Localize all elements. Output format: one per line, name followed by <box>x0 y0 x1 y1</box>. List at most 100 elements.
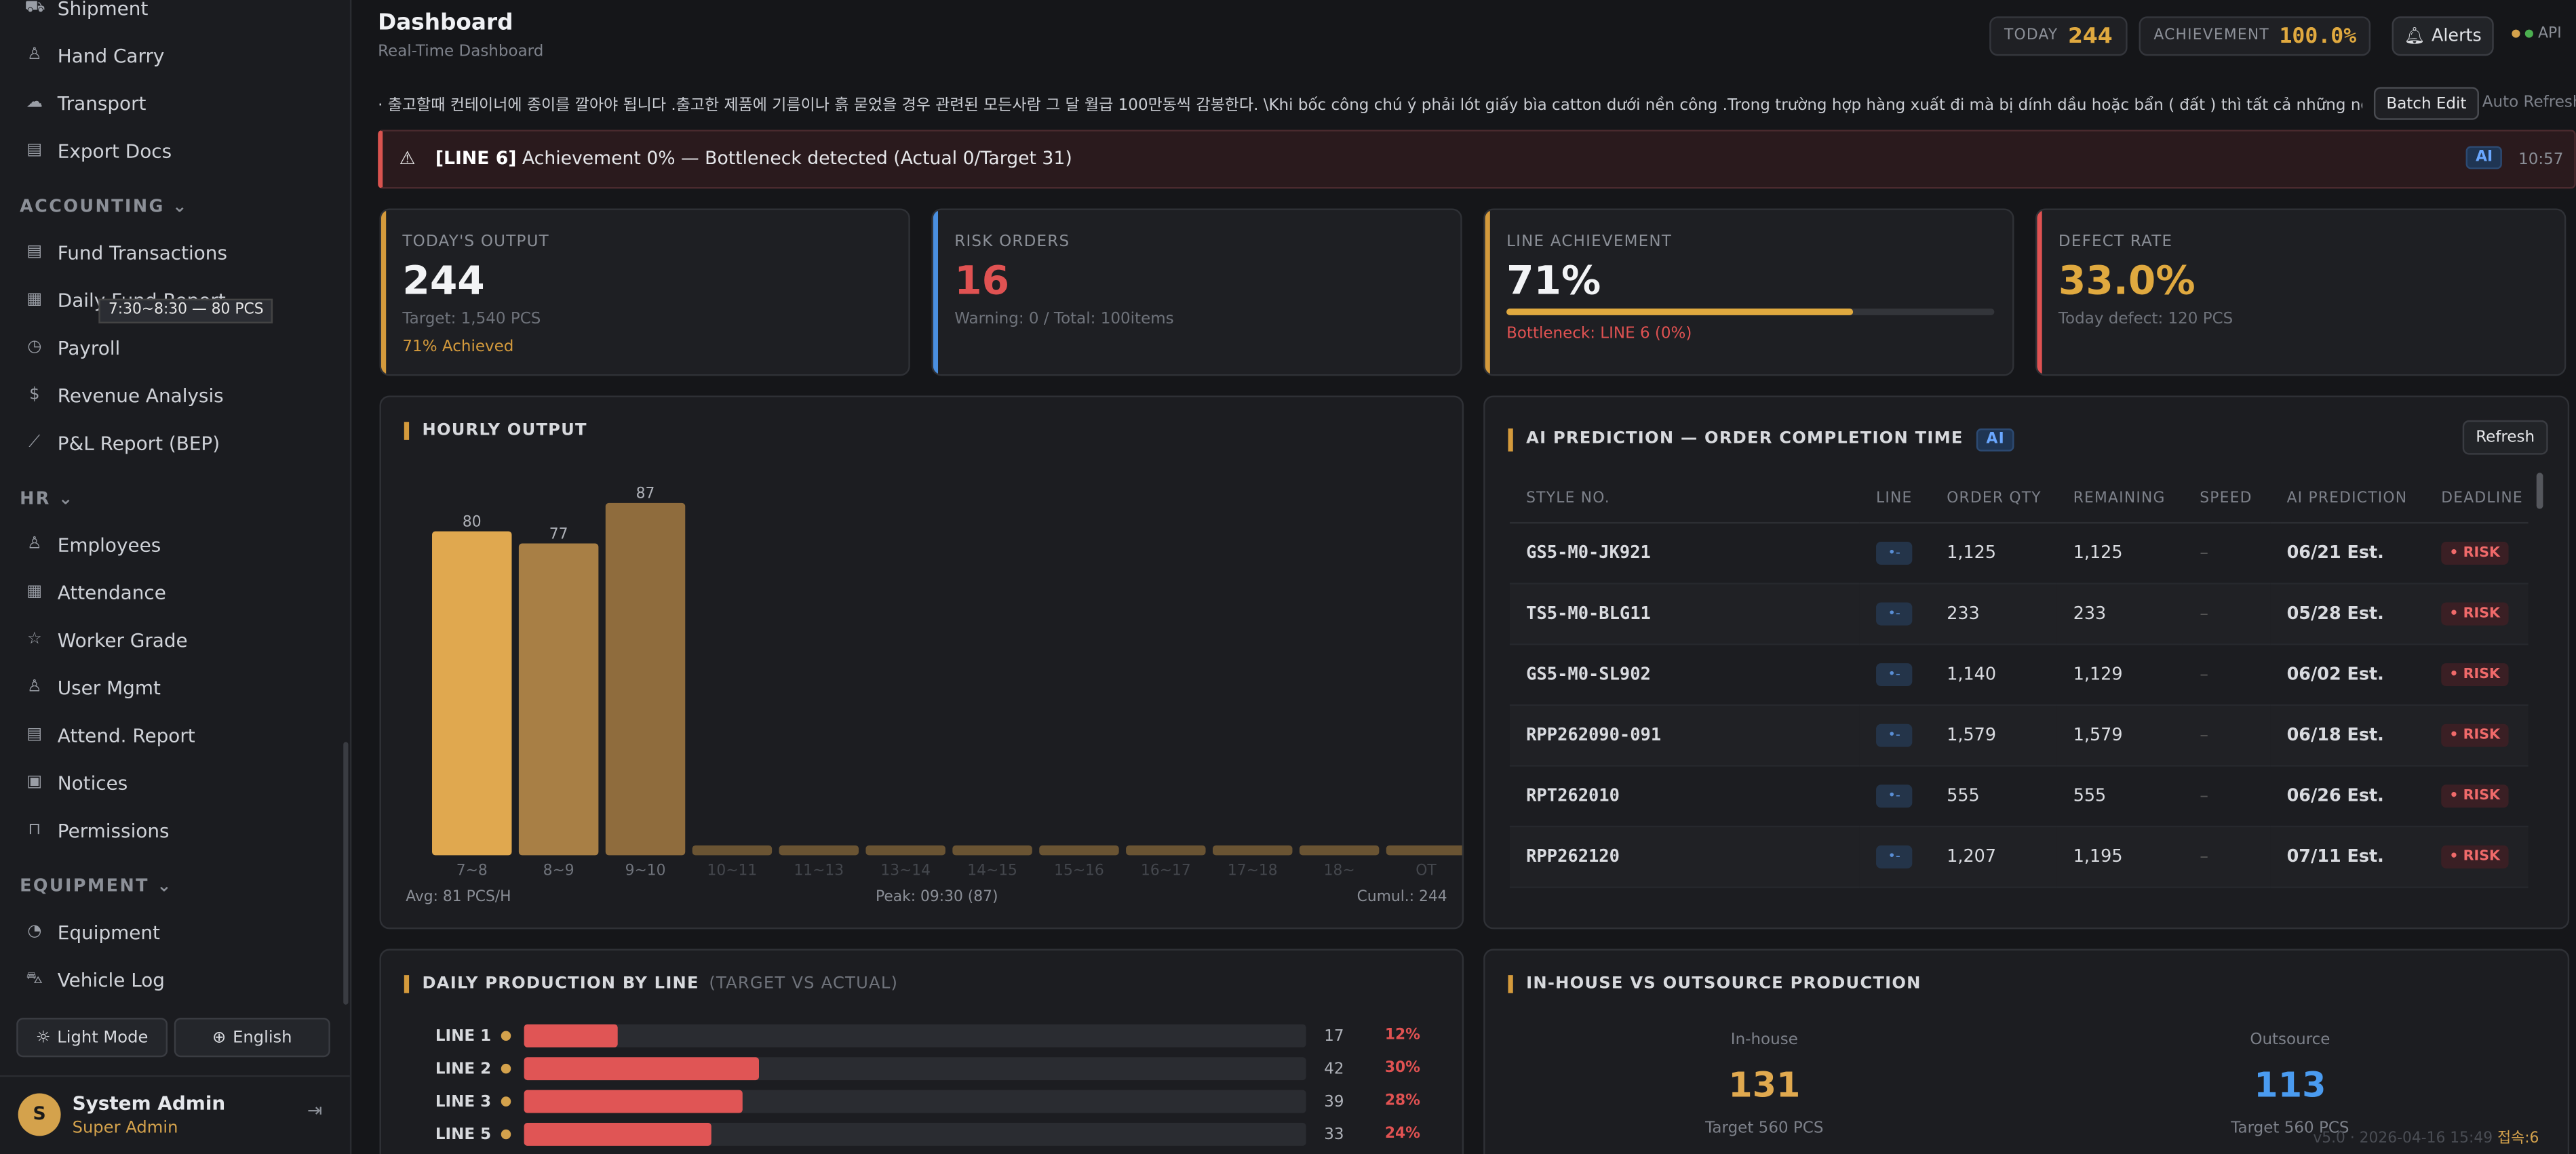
table-row[interactable]: RPT262010 •- 555 555–06/26 Est. • RISK <box>1509 765 2529 827</box>
table-scrollbar[interactable] <box>2536 473 2543 509</box>
line-row[interactable]: LINE 2 42 30% <box>435 1057 1420 1081</box>
sidebar-item-worker-grade[interactable]: ☆ Worker Grade <box>24 624 188 656</box>
line-row[interactable]: LINE 1 17 12% <box>435 1024 1420 1048</box>
column-header[interactable]: DEADLINE <box>2425 476 2529 523</box>
sidebar-scrollbar[interactable] <box>343 742 349 1005</box>
accounting-section-header[interactable]: ACCOUNTING ⌄ <box>20 197 189 217</box>
sidebar-item-hand-carry[interactable]: ♙ Hand Carry <box>24 39 164 72</box>
outsource-label: Outsource <box>2250 1031 2330 1050</box>
line-chip: •- <box>1876 844 1913 868</box>
line-row[interactable]: LINE 3 39 28% <box>435 1090 1420 1113</box>
column-header[interactable]: LINE <box>1859 476 1930 523</box>
equipment-section-header[interactable]: EQUIPMENT ⌄ <box>20 876 174 896</box>
hourly-bar[interactable] <box>518 543 599 856</box>
light-mode-button[interactable]: ☼ Light Mode <box>16 1018 168 1058</box>
line-progress-fill <box>524 1057 759 1081</box>
hr-section-header[interactable]: HR ⌄ <box>20 489 75 509</box>
style-no: GS5-M0-JK921 <box>1509 521 1860 584</box>
sidebar: ⛟ Shipment ♙ Hand Carry ☁ Transport ▤ Export Do… <box>0 0 352 1154</box>
line-row[interactable]: LINE 5 33 24% <box>435 1123 1420 1146</box>
hourly-bar[interactable] <box>605 502 686 856</box>
sidebar-item-attend-report[interactable]: ▤ Attend. Report <box>24 719 195 751</box>
hourly-bar[interactable] <box>1039 845 1119 856</box>
table-row[interactable]: RPP262120 •- 1,207 1,195–07/11 Est. • RISK <box>1509 825 2529 888</box>
batch-edit-button[interactable]: Batch Edit <box>2373 87 2479 120</box>
sidebar-item-export-docs[interactable]: ▤ Export Docs <box>24 135 172 167</box>
sidebar-item-attendance[interactable]: ▦ Attendance <box>24 576 166 609</box>
kpi-value: 71% <box>1506 258 1601 304</box>
alert-time: 10:57 <box>2518 151 2564 170</box>
sidebar-item-vehicle-log[interactable]: ⛍ Vehicle Log <box>24 963 165 996</box>
daily-line-panel: DAILY PRODUCTION BY LINE (TARGET VS ACTUA… <box>379 949 1464 1154</box>
column-header[interactable]: REMAINING <box>2056 476 2183 523</box>
table-row[interactable]: GS5-M0-SL902 •- 1,140 1,129–06/02 Est. • RIS… <box>1509 643 2529 705</box>
alerts-button[interactable]: 🔔︎ Alerts <box>2392 16 2494 56</box>
sidebar-item-fund-transactions[interactable]: ▤ Fund Transactions <box>24 237 227 269</box>
hourly-bar[interactable] <box>432 531 512 856</box>
table-row[interactable]: GS5-M0-JK921 •- 1,125 1,125–06/21 Est. • RIS… <box>1509 521 2529 584</box>
style-no: RPT262010 <box>1509 765 1860 827</box>
language-button[interactable]: ⊕ English <box>174 1018 330 1058</box>
kpi-card-defect-rate[interactable]: DEFECT RATE 33.0% Today defect: 120 PCS <box>2035 208 2567 376</box>
sidebar-item-label: Attendance <box>57 581 166 604</box>
sidebar-item-notices[interactable]: ▣ Notices <box>24 767 128 799</box>
avatar[interactable]: S <box>18 1093 61 1136</box>
kpi-label: DEFECT RATE <box>2058 233 2173 252</box>
column-header[interactable]: AI PREDICTION <box>2270 476 2425 523</box>
user-profile: S System Admin Super Admin ⇥ <box>0 1075 350 1154</box>
ai-prediction: 06/21 Est. <box>2270 521 2425 584</box>
auto-refresh-label[interactable]: Auto Refresh <box>2482 94 2576 112</box>
table-row[interactable]: RPP262090-091 •- 1,579 1,579–06/18 Est. • RI… <box>1509 704 2529 766</box>
status-dot <box>2512 29 2520 38</box>
sidebar-item-payroll[interactable]: ◷ Payroll <box>24 332 120 364</box>
sidebar-item-equipment[interactable]: ◔ Equipment <box>24 916 160 949</box>
line-value: 39 <box>1324 1092 1344 1111</box>
sidebar-item-user-mgmt[interactable]: ♙ User Mgmt <box>24 671 161 704</box>
kpi-card-risk-orders[interactable]: RISK ORDERS 16 Warning: 0 / Total: 100item… <box>931 208 1462 376</box>
hourly-bar[interactable] <box>692 845 773 856</box>
column-header[interactable]: SPEED <box>2183 476 2271 523</box>
sidebar-item-label: Export Docs <box>57 139 172 163</box>
kpi-card-line-achievement[interactable]: LINE ACHIEVEMENT 71% Bottleneck: LINE 6 (0… <box>1483 208 2014 376</box>
hourly-bar[interactable] <box>1126 845 1206 856</box>
sidebar-item-transport[interactable]: ☁ Transport <box>24 87 147 119</box>
kpi-card-today-s-output[interactable]: TODAY'S OUTPUT 244 Target: 1,540 PCS 71% Ac… <box>379 208 910 376</box>
sidebar-item-label: Worker Grade <box>57 629 188 652</box>
hourly-bar[interactable] <box>1386 845 1464 856</box>
hourly-bar[interactable] <box>779 845 859 856</box>
hourly-output-panel: HOURLY OUTPUT 80 7~8 77 8~9 87 9~10 10~11 11~13… <box>379 395 1464 930</box>
order-qty: 1,125 <box>1930 521 2057 584</box>
sidebar-item-permissions[interactable]: ⊓ Permissions <box>24 814 169 847</box>
line-cell: •- <box>1859 765 1930 827</box>
hourly-bar[interactable] <box>865 845 945 856</box>
hourly-bar[interactable] <box>952 845 1032 856</box>
line-percent: 12% <box>1384 1027 1421 1044</box>
column-header[interactable]: ORDER QTY <box>1930 476 2057 523</box>
ai-prediction-title: AI PREDICTION — ORDER COMPLETION TIME AI <box>1508 428 2015 452</box>
kpi-label: LINE ACHIEVEMENT <box>1506 233 1673 252</box>
speed: – <box>2183 643 2271 705</box>
line-chip: •- <box>1876 601 1913 625</box>
briefcase-icon: ▣ <box>26 773 43 791</box>
daily-line-title: DAILY PRODUCTION BY LINE (TARGET VS ACTUA… <box>404 975 898 993</box>
sidebar-item-p-l-report-bep[interactable]: ⟋ P&L Report (BEP) <box>24 426 220 459</box>
ai-prediction: 06/02 Est. <box>2270 643 2425 705</box>
inhouse-value: 131 <box>1728 1065 1801 1105</box>
ai-prediction-panel: AI PREDICTION — ORDER COMPLETION TIME AI… <box>1483 395 2570 930</box>
hourly-bar[interactable] <box>1299 845 1380 856</box>
hourly-cumulative: Cumul.: 244 <box>1357 890 1447 907</box>
logout-icon[interactable]: ⇥ <box>307 1100 323 1121</box>
refresh-button[interactable]: Refresh <box>2462 420 2548 455</box>
sidebar-item-shipment[interactable]: ⛟ Shipment <box>24 0 148 24</box>
table-row[interactable]: TS5-M0-BLG11 •- 233 233–05/28 Est. • RISK <box>1509 582 2529 645</box>
hourly-bar[interactable] <box>1212 845 1293 856</box>
today-value: 244 <box>2067 24 2113 49</box>
column-header[interactable]: STYLE NO. <box>1509 476 1860 523</box>
x-tick-label: 13~14 <box>880 862 931 879</box>
sidebar-item-revenue-analysis[interactable]: $ Revenue Analysis <box>24 379 224 412</box>
alert-banner: ⚠ [LINE 6] Achievement 0% — Bottleneck d… <box>378 130 2576 189</box>
risk-badge: • RISK <box>2441 723 2509 747</box>
remaining-qty: 233 <box>2056 582 2183 645</box>
sidebar-item-employees[interactable]: ♙ Employees <box>24 529 161 561</box>
order-qty: 555 <box>1930 765 2057 827</box>
